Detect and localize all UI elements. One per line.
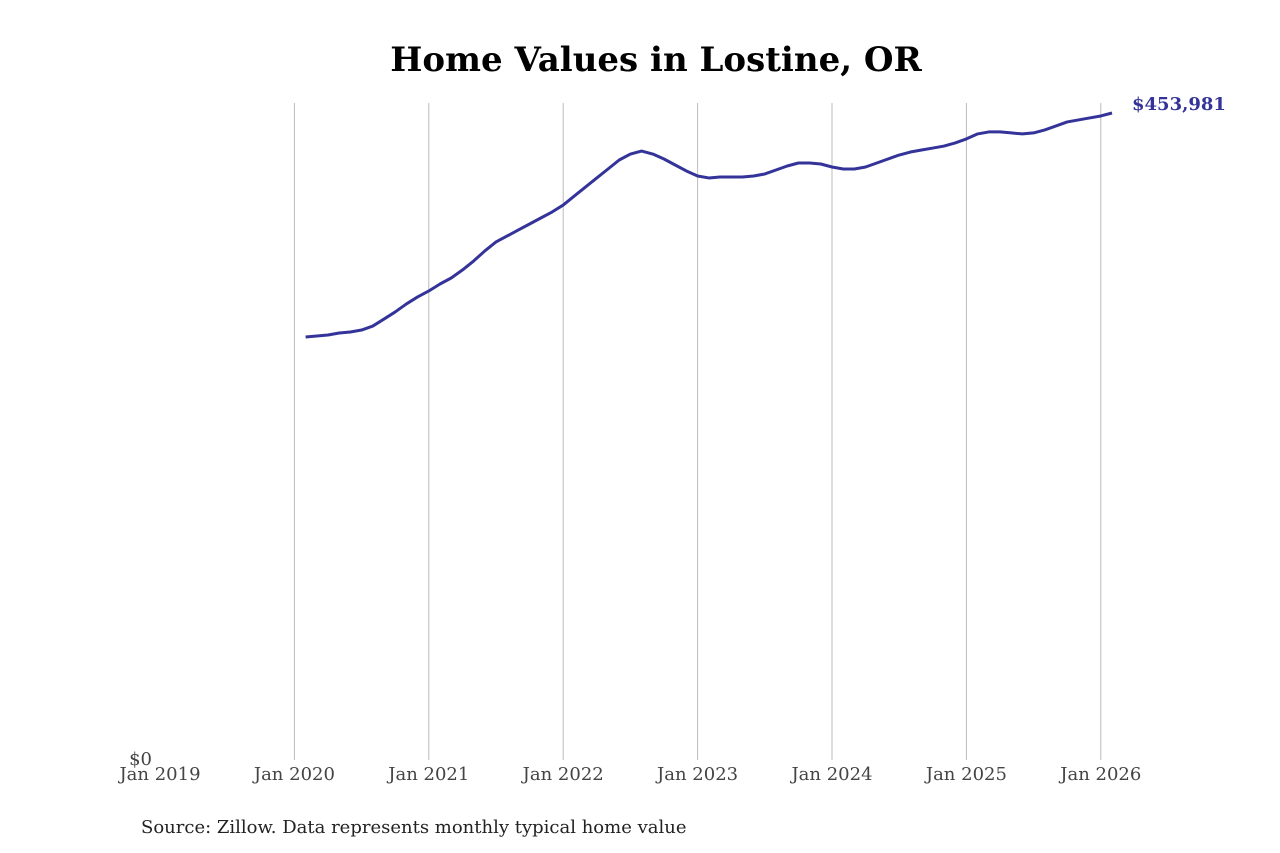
x-tick-label: Jan 2021 <box>386 764 469 785</box>
x-tick-label: Jan 2025 <box>924 764 1007 785</box>
x-tick-label: Jan 2019 <box>117 764 200 785</box>
x-tick-label: Jan 2026 <box>1058 764 1141 785</box>
x-tick-label: Jan 2022 <box>521 764 604 785</box>
x-tick-label: Jan 2024 <box>789 764 872 785</box>
y-tick-label: $0 <box>129 749 152 770</box>
chart-title: Home Values in Lostine, OR <box>390 40 922 80</box>
data-line <box>305 111 1113 339</box>
value-label: $453,981 <box>1132 94 1226 115</box>
source-note: Source: Zillow. Data represents monthly … <box>141 817 687 838</box>
x-tick-label: Jan 2023 <box>655 764 738 785</box>
x-tick-label: Jan 2020 <box>252 764 335 785</box>
